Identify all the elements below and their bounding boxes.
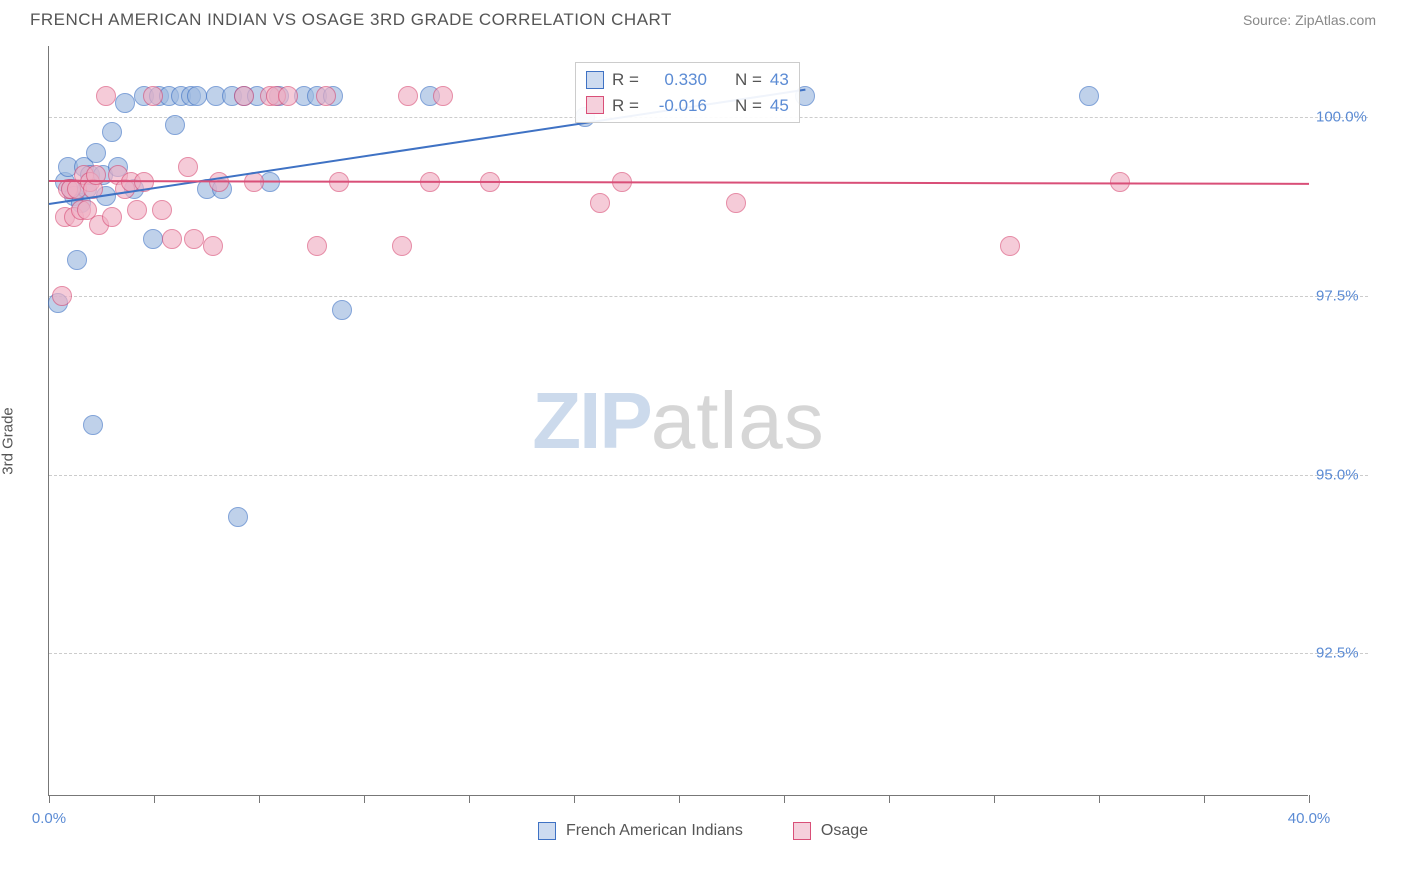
data-point <box>102 122 122 142</box>
chart-header: FRENCH AMERICAN INDIAN VS OSAGE 3RD GRAD… <box>0 0 1406 36</box>
x-tick <box>154 795 155 803</box>
legend-swatch <box>538 822 556 840</box>
stats-row: R = 0.330 N = 43 <box>586 67 789 93</box>
y-tick-label: 92.5% <box>1316 645 1396 662</box>
x-tick <box>889 795 890 803</box>
data-point <box>307 236 327 256</box>
y-tick-label: 100.0% <box>1316 109 1396 126</box>
x-tick <box>574 795 575 803</box>
chart-source: Source: ZipAtlas.com <box>1243 12 1376 28</box>
data-point <box>127 200 147 220</box>
gridline-h <box>49 475 1368 476</box>
x-tick <box>1204 795 1205 803</box>
stats-swatch <box>586 71 604 89</box>
stats-swatch <box>586 96 604 114</box>
y-tick-label: 97.5% <box>1316 288 1396 305</box>
watermark-right: atlas <box>651 376 825 465</box>
plot-area: ZIPatlas 92.5%95.0%97.5%100.0%0.0%40.0%R… <box>48 46 1308 796</box>
data-point <box>332 300 352 320</box>
stats-n-value: 45 <box>770 93 789 119</box>
data-point <box>152 200 172 220</box>
chart-container: 3rd Grade ZIPatlas 92.5%95.0%97.5%100.0%… <box>0 36 1406 846</box>
data-point <box>392 236 412 256</box>
stats-r-value: -0.016 <box>647 93 707 119</box>
data-point <box>102 207 122 227</box>
stats-n-label: N = <box>735 93 762 119</box>
watermark-left: ZIP <box>532 376 650 465</box>
data-point <box>726 193 746 213</box>
x-tick <box>994 795 995 803</box>
data-point <box>234 86 254 106</box>
data-point <box>52 286 72 306</box>
data-point <box>178 157 198 177</box>
stats-r-value: 0.330 <box>647 67 707 93</box>
data-point <box>1079 86 1099 106</box>
data-point <box>162 229 182 249</box>
legend-item: French American Indians <box>538 822 743 840</box>
x-tick <box>469 795 470 803</box>
x-tick <box>784 795 785 803</box>
x-tick <box>259 795 260 803</box>
watermark: ZIPatlas <box>532 375 824 467</box>
data-point <box>278 86 298 106</box>
data-point <box>184 229 204 249</box>
data-point <box>143 86 163 106</box>
stats-row: R = -0.016 N = 45 <box>586 93 789 119</box>
x-tick <box>1309 795 1310 803</box>
x-tick <box>364 795 365 803</box>
data-point <box>83 415 103 435</box>
gridline-h <box>49 653 1368 654</box>
legend-item: Osage <box>793 822 868 840</box>
y-axis-label: 3rd Grade <box>0 407 17 475</box>
data-point <box>165 115 185 135</box>
legend-label: French American Indians <box>566 822 743 840</box>
data-point <box>115 93 135 113</box>
stats-n-value: 43 <box>770 67 789 93</box>
data-point <box>203 236 223 256</box>
data-point <box>316 86 336 106</box>
data-point <box>96 86 116 106</box>
y-tick-label: 95.0% <box>1316 466 1396 483</box>
data-point <box>590 193 610 213</box>
x-tick <box>49 795 50 803</box>
stats-r-label: R = <box>612 67 639 93</box>
legend: French American Indians Osage <box>0 822 1406 840</box>
stats-r-label: R = <box>612 93 639 119</box>
stats-n-label: N = <box>735 67 762 93</box>
x-tick <box>679 795 680 803</box>
stats-box: R = 0.330 N = 43 R = -0.016 N = 45 <box>575 62 800 123</box>
gridline-h <box>49 296 1368 297</box>
data-point <box>67 250 87 270</box>
chart-title: FRENCH AMERICAN INDIAN VS OSAGE 3RD GRAD… <box>30 10 672 30</box>
data-point <box>1000 236 1020 256</box>
data-point <box>86 143 106 163</box>
data-point <box>143 229 163 249</box>
legend-label: Osage <box>821 822 868 840</box>
legend-swatch <box>793 822 811 840</box>
data-point <box>433 86 453 106</box>
data-point <box>187 86 207 106</box>
data-point <box>398 86 418 106</box>
data-point <box>228 507 248 527</box>
x-tick <box>1099 795 1100 803</box>
